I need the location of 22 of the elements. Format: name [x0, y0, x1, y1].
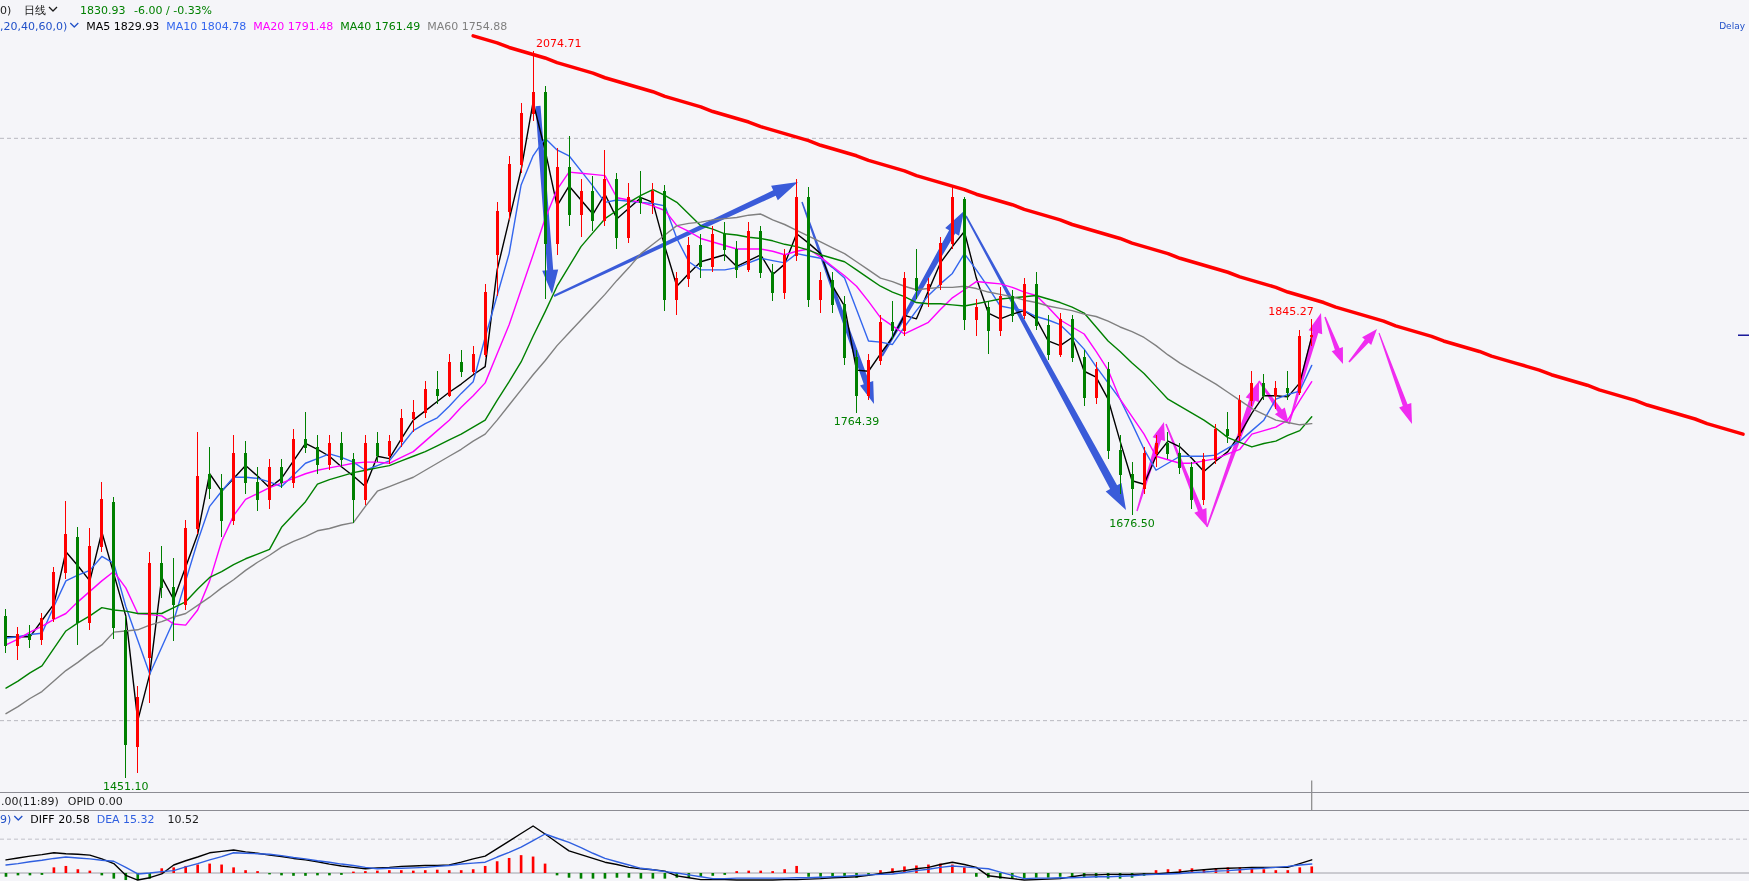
- text: 1676.50: [1109, 517, 1155, 531]
- text: 1451.10: [103, 779, 149, 793]
- text: OPID 0.00: [67, 795, 123, 808]
- text: 0): [0, 4, 12, 17]
- text: -6.00 / -0.33%: [134, 4, 213, 17]
- text: 10.52: [167, 813, 200, 826]
- text: MA5 1829.93: [86, 20, 160, 33]
- text: 1830.93: [80, 4, 126, 17]
- text: DIFF 20.58: [30, 813, 90, 826]
- text: MA60 1754.88: [427, 20, 508, 33]
- text: MA10 1804.78: [166, 20, 247, 33]
- text: 1845.27: [1268, 304, 1314, 318]
- text: 2074.71: [536, 37, 582, 51]
- text: 1764.39: [833, 414, 880, 428]
- legend-title: 9): [0, 813, 12, 826]
- text: MA40 1761.49: [340, 20, 421, 33]
- text: DEA 15.32: [96, 813, 155, 826]
- text: Delay: [1719, 21, 1746, 31]
- text: MA20 1791.48: [253, 20, 334, 33]
- text: .00(11:89): [1, 795, 59, 808]
- text: 日线: [24, 4, 46, 17]
- legend-title: ,20,40,60,0): [0, 20, 68, 33]
